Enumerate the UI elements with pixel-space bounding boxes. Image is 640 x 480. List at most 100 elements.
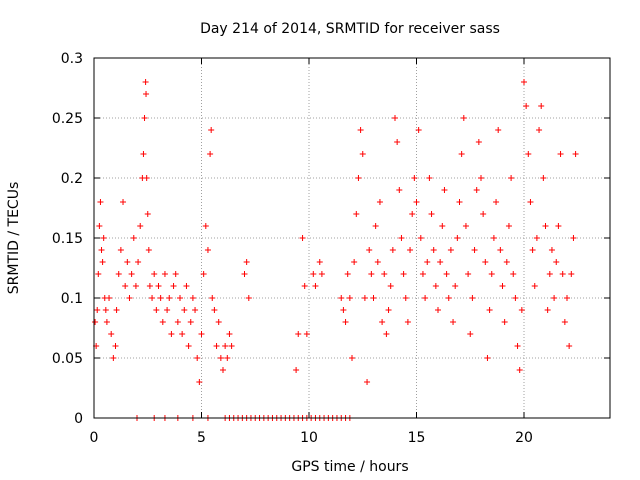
data-point: [368, 271, 375, 277]
data-point: [194, 355, 201, 361]
data-point: [97, 199, 104, 205]
data-point: [413, 199, 420, 205]
data-point: [211, 307, 218, 313]
data-point: [422, 295, 429, 301]
data-point: [572, 151, 579, 157]
data-point: [228, 343, 235, 349]
data-point: [177, 295, 183, 301]
data-point: [439, 223, 446, 229]
data-point: [523, 103, 530, 109]
data-point: [400, 271, 407, 277]
data-point: [157, 295, 164, 301]
data-point: [351, 259, 358, 265]
data-point: [209, 295, 216, 301]
data-point: [430, 247, 437, 253]
data-point: [475, 139, 482, 145]
data-point: [432, 283, 439, 289]
data-point: [359, 151, 366, 157]
data-point: [349, 355, 355, 361]
data-point: [115, 271, 122, 277]
data-point: [215, 319, 222, 325]
data-point: [192, 307, 199, 313]
data-point: [419, 271, 426, 277]
data-point: [486, 307, 493, 313]
data-point: [128, 271, 135, 277]
data-point: [452, 283, 459, 289]
data-point: [117, 247, 124, 253]
data-point: [536, 127, 543, 133]
x-axis-label: GPS time / hours: [291, 459, 408, 475]
data-point: [465, 271, 472, 277]
y-tick-label: 0.3: [61, 51, 83, 67]
data-point: [417, 235, 424, 241]
data-point: [153, 307, 160, 313]
data-point: [428, 211, 435, 217]
data-point: [96, 223, 103, 229]
data-point: [469, 295, 476, 301]
data-point: [458, 151, 465, 157]
data-point: [208, 127, 215, 133]
data-point: [137, 223, 144, 229]
data-point: [226, 331, 233, 337]
data-point: [435, 307, 441, 313]
data-point: [529, 247, 536, 253]
y-axis-label: SRMTID / TECUs: [6, 182, 22, 295]
data-point: [398, 235, 405, 241]
data-point: [508, 175, 515, 181]
data-point: [404, 319, 411, 325]
data-point: [338, 295, 345, 301]
data-point: [103, 319, 110, 325]
data-point: [112, 343, 119, 349]
data-point: [126, 295, 133, 301]
data-point: [316, 259, 323, 265]
data-point: [505, 223, 512, 229]
data-point: [135, 259, 142, 265]
y-tick-label: 0.05: [52, 351, 83, 367]
data-point: [462, 223, 469, 229]
data-point: [514, 343, 521, 349]
data-point: [346, 295, 353, 301]
data-point: [161, 271, 168, 277]
data-point: [499, 283, 506, 289]
data-point: [364, 379, 371, 385]
x-tick-label: 15: [408, 430, 426, 446]
data-point: [164, 307, 171, 313]
data-point: [467, 331, 474, 337]
data-point: [110, 355, 117, 361]
data-point: [183, 283, 190, 289]
data-point: [98, 247, 105, 253]
data-point: [450, 319, 457, 325]
data-point: [113, 307, 120, 313]
x-tick-label: 5: [197, 430, 206, 446]
data-point: [538, 103, 545, 109]
data-point: [303, 331, 310, 337]
data-point: [151, 271, 158, 277]
data-point: [202, 223, 209, 229]
data-point: [357, 127, 364, 133]
data-point: [100, 235, 107, 241]
data-point: [379, 319, 386, 325]
data-point: [344, 271, 351, 277]
data-point: [396, 187, 403, 193]
y-tick-label: 0.25: [52, 111, 83, 127]
data-point: [241, 271, 248, 277]
data-point: [387, 283, 394, 289]
data-point: [493, 199, 500, 205]
data-point: [143, 91, 150, 97]
data-point: [497, 247, 504, 253]
data-point: [293, 367, 300, 373]
data-point: [143, 175, 150, 181]
x-tick-label: 0: [90, 430, 99, 446]
data-point: [568, 271, 575, 277]
data-point: [144, 211, 151, 217]
data-point: [361, 295, 368, 301]
data-point: [355, 175, 362, 181]
data-point: [94, 307, 101, 313]
x-tick-label: 20: [515, 430, 533, 446]
data-point: [471, 247, 478, 253]
data-point: [394, 139, 401, 145]
data-point: [495, 127, 502, 133]
data-point: [149, 295, 156, 301]
